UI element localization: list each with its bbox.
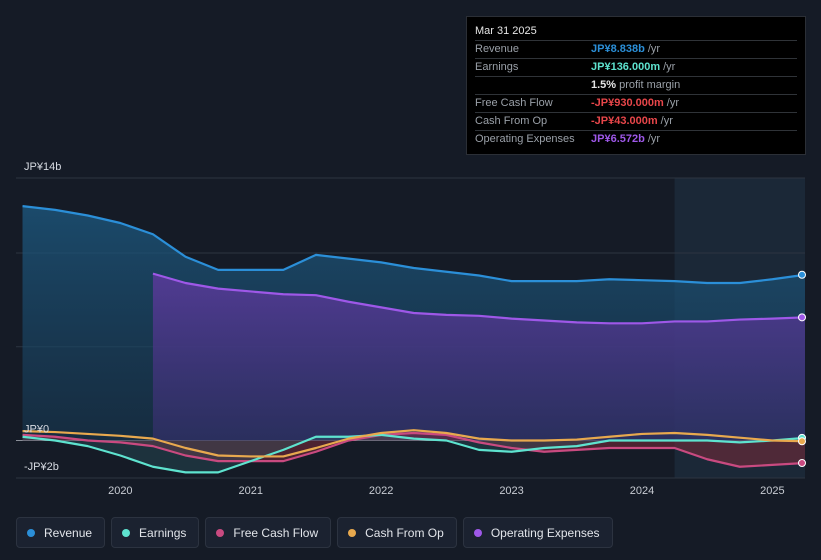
tooltip-unit: /yr <box>666 97 680 109</box>
legend-item-free-cash-flow[interactable]: Free Cash Flow <box>205 517 332 548</box>
x-tick-label: 2021 <box>239 485 263 497</box>
legend-label: Cash From Op <box>365 525 444 540</box>
earnings-line <box>22 433 806 474</box>
earnings-area <box>22 434 806 473</box>
tooltip-value: 1.5% <box>591 79 617 91</box>
tooltip-label: Revenue <box>475 43 520 55</box>
tooltip-row-profit-margin: 1.5% profit margin <box>475 77 797 95</box>
legend-item-operating-expenses[interactable]: Operating Expenses <box>462 517 613 548</box>
x-tick-label: 2024 <box>630 485 654 497</box>
legend-item-revenue[interactable]: Revenue <box>16 517 106 548</box>
legend-label: Operating Expenses <box>490 525 600 540</box>
tooltip-label: Earnings <box>475 61 519 73</box>
x-tick-label: 2020 <box>108 485 132 497</box>
tooltip-value: -JP¥930.000m <box>591 97 664 109</box>
financials-chart: JP¥14b JP¥0 -JP¥2b 2020 2021 2022 2023 2024 2025 <box>16 161 806 497</box>
legend-dot-icon <box>27 528 35 537</box>
x-tick-label: 2025 <box>760 485 784 497</box>
tooltip-label: Operating Expenses <box>475 133 575 145</box>
tooltip-value: -JP¥43.000m <box>591 115 658 127</box>
tooltip-date: Mar 31 2025 <box>475 23 797 41</box>
tooltip-row-free-cash-flow: Free Cash Flow -JP¥930.000m /yr <box>475 95 797 113</box>
free-cash-flow-end-marker <box>798 459 806 467</box>
free-cash-flow-line <box>22 431 806 468</box>
legend-dot-icon <box>122 528 131 537</box>
operating-expenses-line <box>152 272 806 325</box>
y-tick-label: JP¥0 <box>24 424 49 436</box>
chart-tooltip: Mar 31 2025 Revenue JP¥8.838b /yr Earnin… <box>466 16 806 155</box>
revenue-end-marker <box>798 270 806 279</box>
tooltip-row-operating-expenses: Operating Expenses JP¥6.572b /yr <box>475 131 797 148</box>
chart-legend: Revenue Earnings Free Cash Flow Cash Fro… <box>16 517 613 549</box>
legend-label: Earnings <box>139 525 187 540</box>
legend-dot-icon <box>348 528 357 537</box>
cash-from-op-end-marker <box>798 437 806 446</box>
legend-item-earnings[interactable]: Earnings <box>111 517 200 548</box>
operating-expenses-area <box>152 273 805 441</box>
legend-dot-icon <box>473 528 482 537</box>
legend-item-cash-from-op[interactable]: Cash From Op <box>337 517 457 548</box>
tooltip-label: Cash From Op <box>475 115 548 127</box>
tooltip-row-earnings: Earnings JP¥136.000m /yr <box>475 59 797 77</box>
y-tick-label: JP¥14b <box>24 161 61 173</box>
tooltip-unit: profit margin <box>619 79 681 91</box>
tooltip-value: JP¥136.000m <box>591 61 661 73</box>
legend-label: Revenue <box>44 525 93 540</box>
tooltip-row-revenue: Revenue JP¥8.838b /yr <box>475 41 797 59</box>
operating-expenses-end-marker <box>798 313 806 322</box>
y-tick-label: -JP¥2b <box>24 461 59 473</box>
tooltip-unit: /yr <box>660 115 673 127</box>
tooltip-label <box>475 77 591 94</box>
tooltip-label: Free Cash Flow <box>475 97 553 109</box>
legend-dot-icon <box>216 528 225 537</box>
tooltip-value: JP¥8.838b <box>591 43 645 55</box>
x-tick-label: 2022 <box>369 485 393 497</box>
tooltip-value: JP¥6.572b <box>591 133 645 145</box>
revenue-line <box>22 205 806 285</box>
x-tick-label: 2023 <box>499 485 523 497</box>
tooltip-unit: /yr <box>647 43 661 55</box>
cash-from-op-line <box>22 429 806 458</box>
tooltip-unit: /yr <box>663 61 676 73</box>
legend-label: Free Cash Flow <box>233 525 319 540</box>
tooltip-row-cash-from-op: Cash From Op -JP¥43.000m /yr <box>475 113 797 131</box>
tooltip-unit: /yr <box>647 133 661 145</box>
